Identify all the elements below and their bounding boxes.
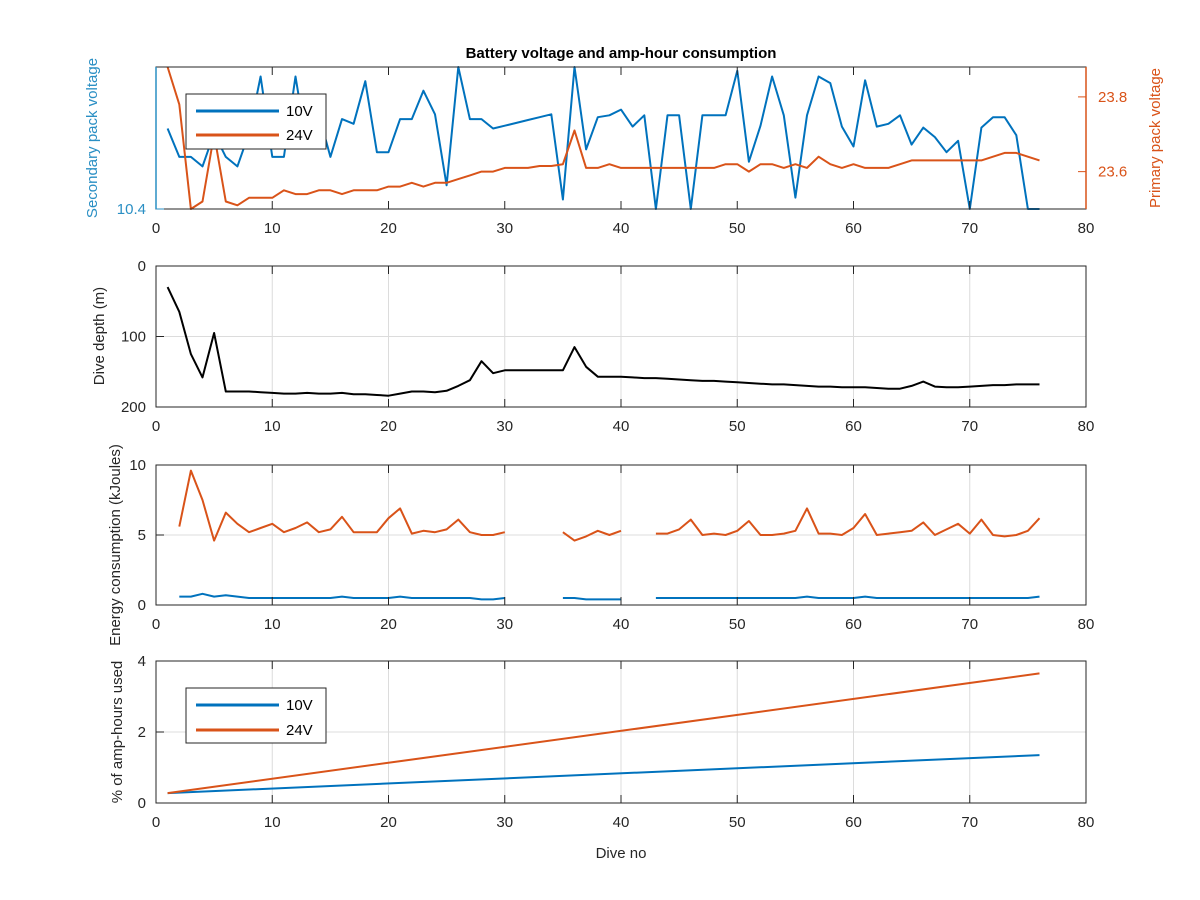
x-tick-label: 10	[264, 220, 281, 237]
x-tick-label: 70	[961, 220, 978, 237]
x-tick-label: 50	[729, 616, 746, 633]
x-tick-label: 60	[845, 418, 862, 435]
series-line-10V	[167, 754, 1040, 795]
y-axis-label-right: Primary pack voltage	[1147, 68, 1164, 208]
legend-label-24V: 24V	[286, 127, 313, 144]
x-tick-label: 50	[729, 220, 746, 237]
x-tick-label: 0	[152, 814, 160, 831]
y-tick-label: 4	[138, 653, 146, 670]
x-tick-label: 40	[613, 418, 630, 435]
x-tick-label: 50	[729, 814, 746, 831]
y-tick-label: 2	[138, 724, 146, 741]
y-axis-label: Energy consumption (kJoules)	[107, 444, 124, 646]
x-tick-label: 0	[152, 220, 160, 237]
x-tick-label: 60	[845, 220, 862, 237]
series-line-black	[166, 286, 1040, 397]
x-tick-label: 10	[264, 814, 281, 831]
x-axis-label: Dive no	[596, 845, 647, 862]
y-axis-label: % of amp-hours used	[109, 661, 126, 804]
y-tick-label: 5	[138, 527, 146, 544]
x-tick-label: 20	[380, 616, 397, 633]
x-tick-label: 60	[845, 616, 862, 633]
x-tick-label: 10	[264, 616, 281, 633]
series-line-24V	[167, 672, 1040, 795]
legend: 10V 24V	[185, 687, 327, 744]
energy-panel: 0 10 20 30 40 50 60 70 80 0 5 10 Energy consumption…	[107, 444, 1094, 646]
x-tick-label: 10	[264, 418, 281, 435]
x-tick-label: 20	[380, 220, 397, 237]
legend-label-10V: 10V	[286, 697, 313, 714]
y-tick-label: 200	[121, 399, 146, 416]
x-tick-label: 20	[380, 814, 397, 831]
legend-label-10V: 10V	[286, 103, 313, 120]
x-tick-label: 20	[380, 418, 397, 435]
x-tick-label: 80	[1078, 814, 1095, 831]
y-tick-label: 10	[129, 457, 146, 474]
x-tick-label: 70	[961, 616, 978, 633]
series-line-blue	[179, 592, 1040, 601]
y-tick-label-right: 23.6	[1098, 164, 1127, 181]
x-tick-label: 60	[845, 814, 862, 831]
x-tick-label: 40	[613, 814, 630, 831]
voltage-panel: 0 10 20 30 40 50 60 70 80 10.4 23.6 23.8 Battery vo…	[84, 45, 1164, 237]
amp-hours-panel: 0 10 20 30 40 50 60 70 80 0 2 4 % of amp-hours used…	[109, 653, 1094, 862]
x-tick-label: 80	[1078, 220, 1095, 237]
x-tick-label: 80	[1078, 616, 1095, 633]
y-tick-label-right: 23.8	[1098, 89, 1127, 106]
depth-panel: 0 10 20 30 40 50 60 70 80 0 100 200 Dive depth (m)	[91, 258, 1094, 435]
x-tick-label: 30	[496, 220, 513, 237]
x-tick-label: 70	[961, 418, 978, 435]
x-tick-label: 40	[613, 616, 630, 633]
y-axis-label-left: Secondary pack voltage	[84, 58, 101, 218]
y-tick-label: 0	[138, 795, 146, 812]
x-tick-label: 70	[961, 814, 978, 831]
legend: 10V 24V	[185, 93, 327, 150]
x-tick-label: 30	[496, 814, 513, 831]
x-tick-label: 0	[152, 418, 160, 435]
chart-title: Battery voltage and amp-hour consumption	[466, 45, 777, 62]
y-tick-label: 100	[121, 329, 146, 346]
y-tick-label: 0	[138, 258, 146, 275]
x-tick-label: 30	[496, 616, 513, 633]
legend-label-24V: 24V	[286, 722, 313, 739]
series-line-orange	[178, 469, 1041, 542]
series-line-24V	[166, 66, 1040, 210]
x-tick-label: 50	[729, 418, 746, 435]
y-tick-label: 0	[138, 597, 146, 614]
x-tick-label: 0	[152, 616, 160, 633]
y-axis-label: Dive depth (m)	[91, 287, 108, 385]
x-tick-label: 40	[613, 220, 630, 237]
x-tick-label: 80	[1078, 418, 1095, 435]
y-tick-label: 10.4	[117, 201, 146, 218]
x-tick-label: 30	[496, 418, 513, 435]
